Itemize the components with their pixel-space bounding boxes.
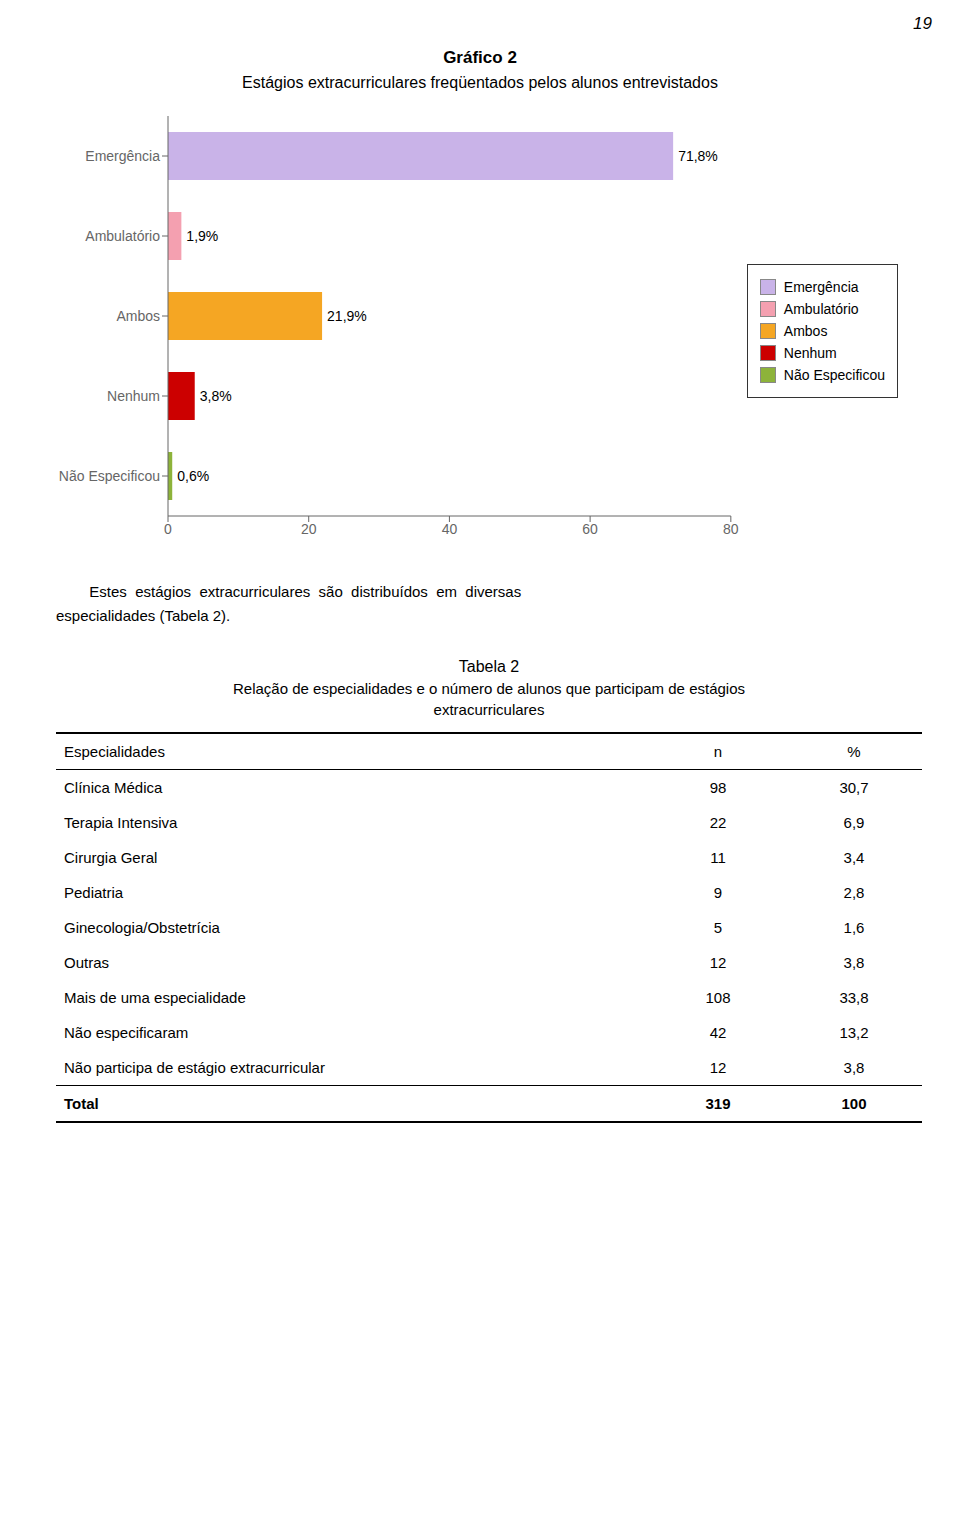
html-text:3,8: 3,8 (843, 1059, 865, 1076)
html-text:Não especificaram: Não especificaram (64, 1024, 189, 1041)
html-text:Ambos: Ambos (783, 323, 828, 339)
html-text:33,8: 33,8 (839, 989, 869, 1006)
html-text:Mais de uma especialidade: Mais de uma especialidade (64, 989, 246, 1006)
html-text:Nenhum: Nenhum (783, 345, 837, 361)
html-text:Ginecologia/Obstetrícia: Ginecologia/Obstetrícia (64, 919, 220, 936)
html-text:13,2: 13,2 (839, 1024, 869, 1041)
html-text:2,8: 2,8 (843, 884, 865, 901)
svg-text:Nenhum: Nenhum (107, 388, 160, 404)
html-text:Não Especificou: Não Especificou (783, 367, 885, 383)
html-text:12: 12 (709, 954, 727, 971)
html-text:Emergência: Emergência (783, 279, 859, 295)
html-text:5: 5 (713, 919, 723, 936)
svg-text:80: 80 (723, 521, 739, 537)
html-text:Total: Total (64, 1095, 99, 1112)
html-text:319: 319 (705, 1095, 731, 1112)
html-text:3,8: 3,8 (843, 954, 865, 971)
html-text:6,9: 6,9 (843, 814, 865, 831)
svg-text:60: 60 (582, 521, 598, 537)
html-text:Estes estágios extracurricular: Estes estágios extracurriculares são dis… (56, 583, 522, 600)
html-text:Tabela 2: Tabela 2 (458, 658, 520, 675)
svg-text:Ambulatório: Ambulatório (85, 228, 160, 244)
html-text:1,6: 1,6 (843, 919, 865, 936)
html-text:9: 9 (713, 884, 723, 901)
svg-text:3,8%: 3,8% (200, 388, 232, 404)
html-text:Terapia Intensiva: Terapia Intensiva (64, 814, 178, 831)
html-text:n: n (713, 743, 723, 760)
html-text:Clínica Médica: Clínica Médica (64, 779, 163, 796)
html-text:especialidades (Tabela 2).: especialidades (Tabela 2). (56, 607, 231, 624)
html-text:30,7: 30,7 (839, 779, 869, 796)
svg-text:Não Especificou: Não Especificou (59, 468, 160, 484)
html-text:Pediatria: Pediatria (64, 884, 124, 901)
html-text:Ambulatório: Ambulatório (783, 301, 859, 317)
html-text:3,4: 3,4 (843, 849, 865, 866)
html-text:100: 100 (841, 1095, 867, 1112)
html-text:Estágios extracurriculares fre: Estágios extracurriculares freqüentados … (242, 74, 718, 91)
html-text:11: 11 (710, 849, 726, 866)
html-text:108: 108 (705, 989, 731, 1006)
html-text:19: 19 (913, 14, 932, 33)
svg-text:Emergência: Emergência (85, 148, 160, 164)
html-text:42: 42 (709, 1024, 727, 1041)
html-text:22: 22 (709, 814, 727, 831)
html-text:Relação de especialidades e o: Relação de especialidades e o número de … (233, 680, 745, 697)
html-text:Gráfico 2: Gráfico 2 (443, 48, 517, 67)
html-text:Outras: Outras (64, 954, 109, 971)
svg-text:Ambos: Ambos (116, 308, 160, 324)
html-text:Cirurgia Geral: Cirurgia Geral (64, 849, 158, 866)
svg-text:71,8%: 71,8% (678, 148, 718, 164)
svg-text:0,6%: 0,6% (177, 468, 209, 484)
svg-text:21,9%: 21,9% (327, 308, 367, 324)
svg-text:0: 0 (164, 521, 172, 537)
html-text:extracurriculares: extracurriculares (433, 701, 545, 718)
html-text:12: 12 (709, 1059, 727, 1076)
html-text:Não participa de estágio extra: Não participa de estágio extracurricular (64, 1059, 325, 1076)
svg-text:20: 20 (301, 521, 317, 537)
html-text:98: 98 (709, 779, 727, 796)
html-text:Especialidades: Especialidades (64, 743, 165, 760)
svg-text:40: 40 (442, 521, 458, 537)
svg-text:1,9%: 1,9% (186, 228, 218, 244)
